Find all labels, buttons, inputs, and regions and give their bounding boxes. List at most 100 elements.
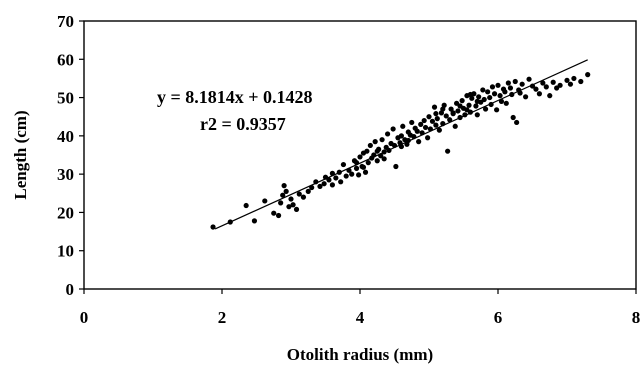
data-point: [509, 91, 515, 98]
data-point: [536, 91, 543, 97]
data-point: [550, 79, 556, 85]
data-point: [540, 80, 546, 86]
data-point: [379, 137, 385, 143]
data-point: [445, 148, 451, 154]
data-point: [514, 119, 520, 126]
data-point: [343, 173, 349, 179]
data-point: [476, 94, 482, 100]
data-point: [305, 188, 311, 194]
data-point: [356, 172, 362, 178]
x-tick-label: 0: [80, 308, 89, 327]
data-point: [419, 130, 425, 136]
data-point: [398, 133, 404, 139]
data-point: [333, 175, 339, 181]
data-point: [409, 119, 415, 126]
data-point: [507, 85, 514, 91]
data-point: [436, 127, 442, 133]
data-point: [427, 126, 433, 132]
data-point: [433, 122, 439, 128]
data-point: [290, 202, 296, 208]
data-point: [357, 154, 363, 160]
data-point: [474, 112, 480, 118]
x-tick-label: 6: [494, 308, 503, 327]
data-point: [281, 183, 287, 189]
data-point: [473, 103, 479, 109]
data-point: [564, 77, 570, 83]
data-point: [293, 206, 300, 212]
data-point: [367, 142, 373, 149]
data-point: [286, 204, 292, 210]
data-point: [317, 183, 323, 189]
data-point: [283, 188, 289, 194]
data-point: [459, 98, 465, 104]
data-points: [210, 72, 591, 230]
data-point: [547, 93, 553, 99]
data-point: [210, 224, 216, 230]
data-point: [227, 219, 233, 225]
data-point: [418, 121, 424, 127]
x-tick-label: 4: [356, 308, 365, 327]
data-point: [349, 171, 355, 177]
data-point: [447, 117, 453, 123]
equation-annotation: y = 8.1814x + 0.1428: [157, 87, 313, 107]
data-point: [434, 116, 440, 122]
data-point: [422, 124, 429, 131]
data-point: [371, 152, 377, 158]
data-point: [275, 212, 282, 219]
y-tick-label: 30: [57, 165, 74, 184]
data-point: [391, 142, 398, 149]
data-point: [487, 94, 493, 101]
data-point: [503, 100, 509, 106]
data-point: [571, 75, 577, 82]
data-point: [517, 90, 523, 96]
data-point: [421, 117, 427, 124]
data-point: [578, 78, 584, 85]
data-point: [322, 174, 329, 180]
data-point: [466, 102, 472, 108]
data-point: [452, 123, 458, 129]
data-point: [440, 106, 446, 112]
data-point: [429, 118, 436, 124]
data-point: [585, 72, 591, 78]
data-point: [400, 123, 406, 129]
data-point: [336, 169, 342, 175]
data-point: [321, 181, 327, 187]
data-point: [288, 196, 294, 202]
data-point: [497, 93, 503, 99]
data-point: [457, 114, 463, 121]
data-point: [431, 104, 438, 110]
data-point: [448, 106, 454, 112]
data-point: [485, 89, 491, 95]
data-point: [313, 179, 319, 185]
data-point: [362, 169, 369, 175]
data-point: [329, 182, 335, 188]
data-point: [526, 76, 532, 82]
data-point: [374, 148, 380, 154]
data-point: [414, 128, 420, 134]
y-tick-label: 20: [57, 203, 74, 222]
data-point: [243, 202, 249, 209]
data-point: [381, 156, 387, 162]
data-point: [567, 81, 574, 87]
data-point: [360, 164, 367, 170]
data-point: [309, 184, 315, 191]
data-point: [251, 218, 258, 224]
data-point: [398, 143, 404, 150]
data-point: [433, 111, 439, 117]
data-point: [491, 91, 498, 97]
data-point: [381, 149, 387, 155]
data-point: [425, 135, 431, 141]
data-point: [467, 91, 473, 98]
data-point: [543, 84, 549, 90]
data-point: [278, 200, 284, 206]
data-point: [374, 158, 380, 164]
x-tick-label: 2: [218, 308, 227, 327]
data-point: [523, 94, 529, 100]
data-point: [510, 114, 516, 121]
y-tick-label: 70: [57, 12, 74, 31]
data-point: [529, 83, 536, 89]
data-point: [502, 89, 508, 95]
data-point: [512, 78, 518, 85]
data-point: [378, 153, 384, 159]
